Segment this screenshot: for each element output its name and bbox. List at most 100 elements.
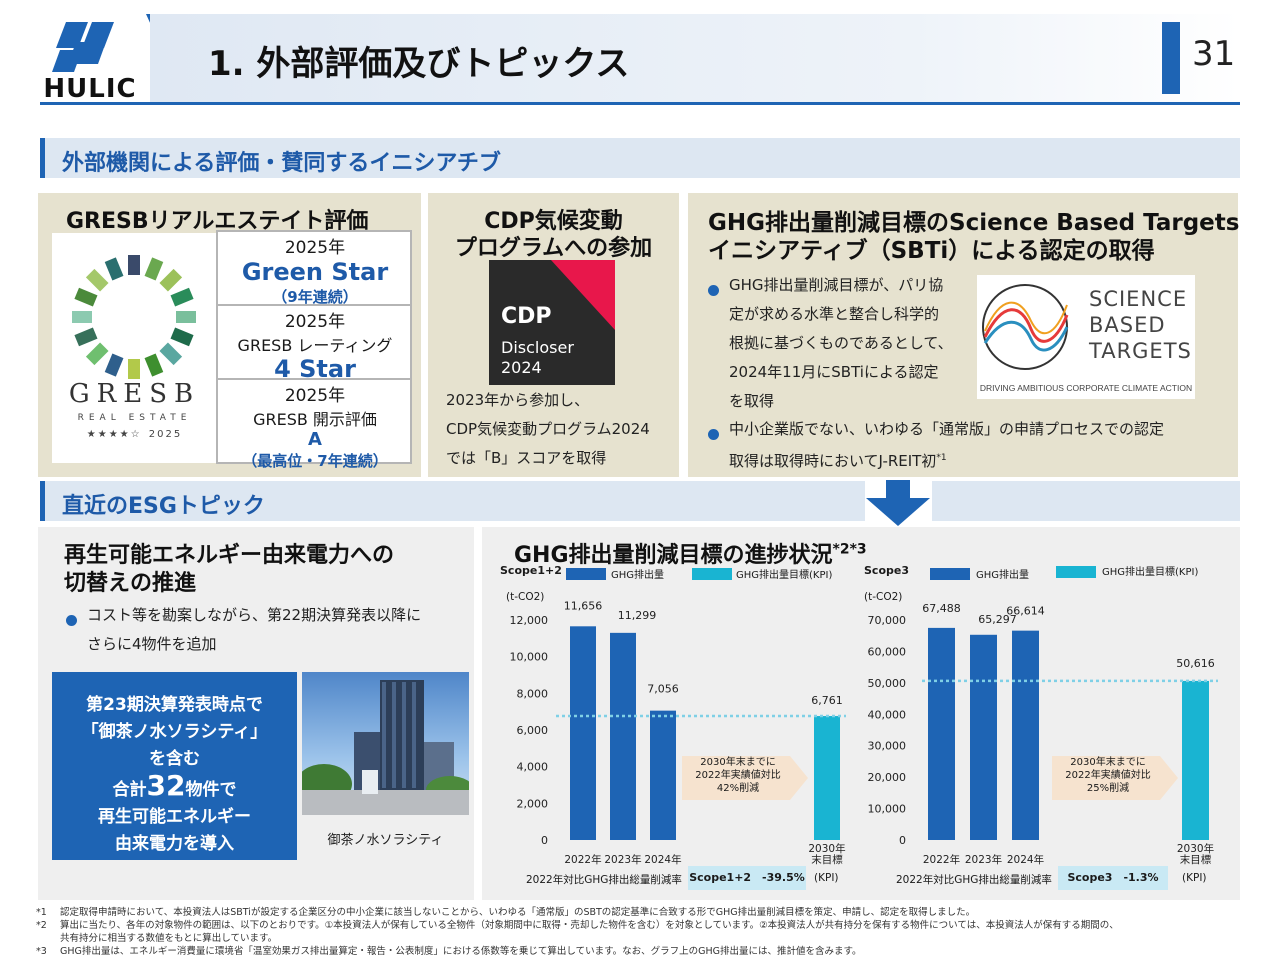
ghg-footnote-ref: *2*3 bbox=[832, 541, 867, 558]
header-rule bbox=[40, 102, 1240, 105]
bar-value-label: 6,761 bbox=[811, 694, 843, 707]
ghg-progress-panel: GHG排出量削減目標の進捗状況*2*3 bbox=[482, 527, 1240, 900]
chart-arrow-text: 2030年末までに 2022年実績値対比 42%削減 bbox=[682, 756, 794, 795]
y-tick-label: 70,000 bbox=[868, 614, 907, 627]
box-line: を含む bbox=[149, 749, 200, 769]
x-tick-label: 2023年 bbox=[604, 853, 641, 866]
chart-scope-label: Scope1+2 bbox=[500, 564, 562, 577]
sbti-bullet1: GHG排出量削減目標が、パリ協 定が求める水準と整合し科学的 根拠に基づくもので… bbox=[729, 271, 953, 416]
scope3-chart: Scope3 GHG排出量 GHG排出量目標(KPI) (t-CO2) 0 10,… bbox=[856, 560, 1236, 900]
page-number: 31 bbox=[1192, 34, 1236, 74]
sbti-title-line1: GHG排出量削減目標のScience Based Targets bbox=[708, 210, 1240, 236]
footnote-mark: *3 bbox=[36, 946, 47, 957]
gresb-cell-disclosure: 2025年 GRESB 開示評価 A （最高位・7年連続） bbox=[218, 380, 412, 470]
sbti-logo-l2: BASED bbox=[1089, 313, 1166, 337]
sbti-bullet2-line: 中小企業版でない、いわゆる「通常版」の申請プロセスでの認定 bbox=[729, 420, 1165, 438]
x-tick-label: 末目標 bbox=[1180, 853, 1212, 866]
bar-value-label: 50,616 bbox=[1176, 657, 1215, 670]
sbti-bullet1-line: 2024年11月にSBTiによる認定 bbox=[729, 363, 939, 381]
sbti-title-line2: イニシアティブ（SBTi）による認定の取得 bbox=[708, 238, 1155, 264]
y-tick-label: 30,000 bbox=[868, 740, 907, 753]
chart-footer-left: 2022年対比GHG排出総量削減率 bbox=[896, 874, 1052, 886]
gresb-ring-icon bbox=[72, 255, 196, 379]
x-tick-label: 末目標 bbox=[811, 853, 843, 866]
legend-swatch-kpi bbox=[1056, 566, 1096, 578]
box-line: 第23期決算発表時点で bbox=[86, 695, 263, 715]
section-bar-recent-tail bbox=[932, 481, 1240, 521]
hulic-logo-text: HULIC bbox=[43, 74, 137, 104]
box-line: 「御茶ノ水ソラシティ」 bbox=[81, 722, 268, 742]
x-tick-label: 2030年 bbox=[808, 842, 845, 855]
box-pre: 合計 bbox=[112, 780, 147, 800]
chart-scope-label: Scope3 bbox=[864, 564, 909, 577]
actual-bar bbox=[1012, 630, 1039, 840]
legend-label-kpi: GHG排出量目標(KPI) bbox=[736, 570, 833, 581]
y-tick-label: 20,000 bbox=[868, 771, 907, 784]
chart-arrow-text: 2030年末までに 2022年実績値対比 25%削減 bbox=[1052, 756, 1164, 795]
sbti-logo: SCIENCE BASED TARGETS DRIVING AMBITIOUS … bbox=[977, 275, 1195, 399]
sbti-logo-tagline: DRIVING AMBITIOUS CORPORATE CLIMATE ACTI… bbox=[979, 383, 1193, 393]
section-bar-recent: 直近のESGトピック bbox=[40, 481, 865, 521]
bar-value-label: 66,614 bbox=[1006, 605, 1045, 618]
cdp-logo-name: CDP bbox=[501, 304, 552, 329]
y-tick-label: 4,000 bbox=[517, 761, 549, 774]
sbti-bullet1-line: を取得 bbox=[729, 392, 775, 410]
gresb-logo-stars: ★★★★☆ bbox=[86, 429, 142, 440]
legend-label-actual: GHG排出量 bbox=[976, 570, 1030, 581]
reduction-arrow-shape bbox=[1052, 756, 1178, 800]
y-tick-label: 40,000 bbox=[868, 708, 907, 721]
arrow-text-line: 42%削減 bbox=[716, 783, 760, 794]
scope12-chart: Scope1+2 GHG排出量 GHG排出量目標(KPI) (t-CO2) 0 2… bbox=[486, 560, 856, 900]
sbti-bullet-dot bbox=[708, 281, 719, 300]
bar-value-label: 11,299 bbox=[618, 609, 657, 622]
arrow-text-line: 2022年実績値対比 bbox=[1065, 770, 1151, 781]
sbti-bullet1-line: GHG排出量削減目標が、パリ協 bbox=[729, 276, 944, 294]
y-tick-label: 50,000 bbox=[868, 677, 907, 690]
box-line: 由来電力を導入 bbox=[115, 834, 234, 854]
legend-swatch-kpi bbox=[692, 568, 732, 580]
actual-bar bbox=[650, 710, 676, 840]
x-tick-label: 2023年 bbox=[965, 853, 1002, 866]
page-title: 1. 外部評価及びトピックス bbox=[208, 44, 630, 84]
gresb-cell-rating: 2025年 GRESB レーティング 4 Star bbox=[218, 306, 412, 383]
cdp-corner-icon bbox=[551, 260, 615, 330]
sbti-logo-l1: SCIENCE bbox=[1089, 287, 1188, 311]
actual-bar bbox=[610, 632, 636, 840]
sbti-footnote-ref: *1 bbox=[936, 453, 947, 463]
renewable-title-line2: 切替えの推進 bbox=[64, 571, 197, 596]
sbti-logo-l3: TARGETS bbox=[1089, 339, 1192, 363]
legend-swatch-actual bbox=[566, 568, 606, 580]
sbti-bullet2-line: 取得は取得時においてJ-REIT初 bbox=[729, 452, 937, 470]
cdp-body: 2023年から参加し、 CDP気候変動プログラム2024 では「B」スコアを取得 bbox=[446, 386, 650, 473]
gresb-cell-value: 4 Star bbox=[274, 355, 356, 383]
cdp-title-line2: プログラムへの参加 bbox=[454, 236, 653, 261]
gresb-cell-year: 2025年 bbox=[284, 312, 346, 332]
ghg-progress-title-text: GHG排出量削減目標の進捗状況 bbox=[514, 543, 833, 568]
arrow-text-line: 2022年実績値対比 bbox=[695, 770, 781, 781]
title-band bbox=[150, 14, 1240, 102]
renewable-title-line1: 再生可能エネルギー由来電力への bbox=[64, 543, 395, 568]
building-photo-caption: 御茶ノ水ソラシティ bbox=[327, 833, 444, 848]
reduction-arrow-shape bbox=[682, 756, 808, 800]
y-tick-label: 10,000 bbox=[868, 803, 907, 816]
cdp-body-line: CDP気候変動プログラム2024 bbox=[446, 420, 650, 438]
section-title-external: 外部機関による評価・賛同するイニシアチブ bbox=[62, 151, 501, 176]
hulic-logo-mark bbox=[52, 22, 114, 72]
x-tick-label: 2024年 bbox=[644, 853, 681, 866]
y-tick-label: 60,000 bbox=[868, 645, 907, 658]
gresb-title: GRESBリアルエステイト評価 bbox=[66, 209, 369, 234]
cdp-title-line1: CDP気候変動 bbox=[484, 209, 623, 234]
gresb-cell-note: （9年連続） bbox=[272, 288, 358, 306]
footnote-text: 認定取得申請時において、本投資法人はSBTiが設定する企業区分の中小企業に該当し… bbox=[60, 907, 976, 918]
actual-bar bbox=[970, 634, 997, 840]
scope12-chart-svg: 0 2,000 4,000 6,000 8,000 10,000 12,000 11,656 1… bbox=[510, 599, 846, 866]
ghg-progress-title: GHG排出量削減目標の進捗状況*2*3 bbox=[514, 537, 867, 569]
chart-footer-badge: Scope3 -1.3% bbox=[1058, 866, 1168, 890]
bar-value-label: 11,656 bbox=[564, 599, 603, 612]
footnote-mark: *2 bbox=[36, 920, 47, 931]
sbti-panel: GHG排出量削減目標のScience Based Targets イニシアティブ… bbox=[688, 193, 1240, 477]
arrow-text-line: 25%削減 bbox=[1086, 783, 1130, 794]
chart-footer-right: (KPI) bbox=[1182, 872, 1207, 884]
cdp-logo: CDP Discloser 2024 bbox=[489, 260, 615, 385]
gresb-cell-note: （最高位・7年連続） bbox=[242, 452, 388, 470]
